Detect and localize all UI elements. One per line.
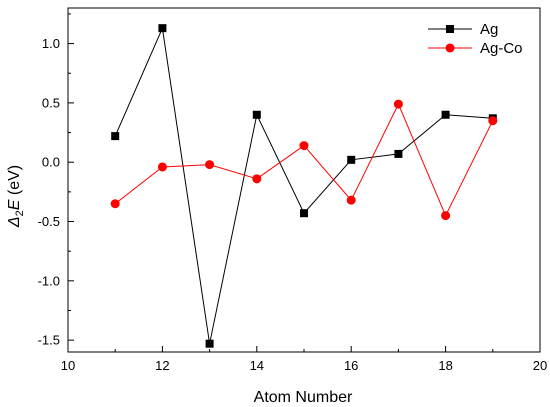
- data-point-ag: [394, 149, 403, 158]
- data-point-ag: [441, 110, 450, 119]
- data-point-ag: [252, 110, 261, 119]
- data-point-ag-co: [205, 160, 215, 170]
- legend-marker-ag-co: [445, 43, 455, 53]
- x-tick-label: 18: [438, 358, 452, 373]
- x-tick-label: 10: [61, 358, 75, 373]
- data-point-ag-co: [393, 99, 403, 109]
- y-axis-title-variable: E: [6, 199, 23, 210]
- data-point-ag: [347, 155, 356, 164]
- legend-label-ag-co: Ag-Co: [480, 40, 523, 57]
- data-point-ag-co: [252, 174, 262, 184]
- y-axis-title-symbol: Δ: [6, 216, 23, 228]
- plot-area: 10 12 14 16 18 20 -1.5 -1.0 -0.5 0.0 0.5 1.0 Ag Ag-Co: [38, 7, 547, 373]
- x-tick-label: 16: [344, 358, 358, 373]
- data-point-ag-co: [157, 162, 167, 172]
- plot-frame: [67, 7, 541, 353]
- y-tick-label: -1.5: [38, 333, 60, 348]
- legend-label-ag: Ag: [480, 21, 498, 38]
- y-tick-label: 0.0: [42, 155, 60, 170]
- y-tick-label: -1.0: [38, 273, 60, 288]
- data-point-ag-co: [441, 211, 451, 221]
- x-tick-label: 14: [250, 358, 264, 373]
- data-point-ag: [300, 209, 308, 218]
- series-line-ag: [114, 26, 493, 344]
- y-axis-title-subscript: 2: [14, 210, 26, 216]
- legend-marker-ag: [446, 25, 454, 33]
- data-point-ag-co: [488, 116, 498, 126]
- y-tick-label: 0.5: [42, 95, 60, 110]
- y-tick-label: 1.0: [42, 36, 60, 51]
- y-tick-label: -0.5: [38, 214, 60, 229]
- x-axis-title: Atom Number: [254, 389, 353, 406]
- data-point-ag-co: [346, 195, 356, 205]
- data-point-ag-co: [110, 199, 120, 209]
- x-tick-label: 12: [155, 358, 169, 373]
- data-point-ag: [158, 24, 167, 33]
- data-point-ag-co: [299, 141, 309, 151]
- legend: Ag Ag-Co: [428, 21, 523, 57]
- y-axis-title-unit: (eV): [6, 165, 23, 200]
- x-tick-label: 20: [533, 358, 547, 373]
- data-point-ag: [205, 339, 214, 348]
- data-point-ag: [111, 132, 120, 141]
- series-line-ag-co: [114, 102, 494, 217]
- y-axis-title: Δ2E (eV): [6, 165, 26, 228]
